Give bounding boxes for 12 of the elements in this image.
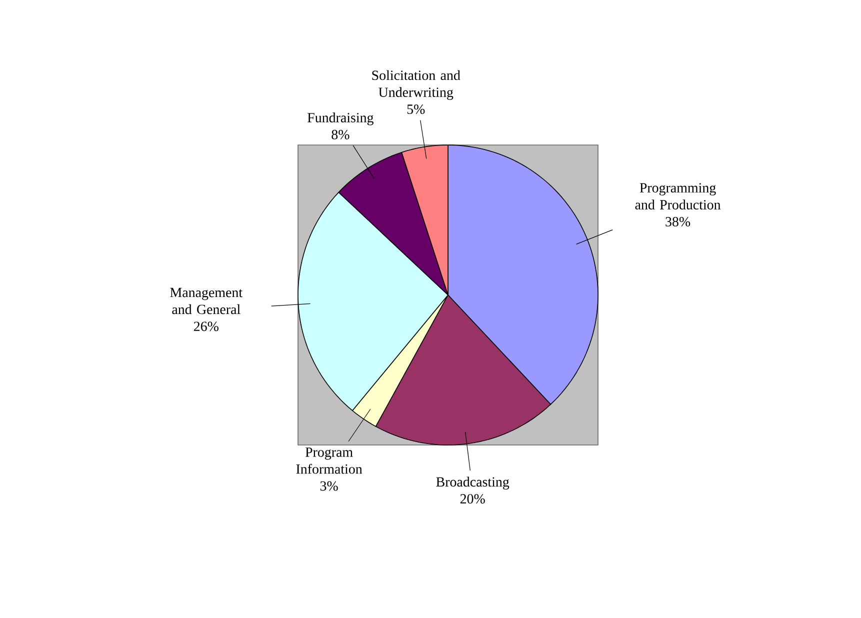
slice-label: Programming and Production xyxy=(635,183,721,210)
data-label: 8% xyxy=(332,130,350,140)
data-label: 26% xyxy=(194,322,218,332)
data-label: 5% xyxy=(407,104,425,114)
legend-label: Management and General xyxy=(170,288,242,314)
data-label: 3% xyxy=(320,481,338,491)
data-label: 38% xyxy=(666,216,690,226)
slice-label: Fundraising xyxy=(308,112,374,126)
data-label: 20% xyxy=(460,494,485,504)
slice-label: Broadcasting xyxy=(436,476,510,490)
slice-label: Program Information xyxy=(296,448,362,474)
slice-label: Solicitation and Underwriting xyxy=(372,70,460,100)
